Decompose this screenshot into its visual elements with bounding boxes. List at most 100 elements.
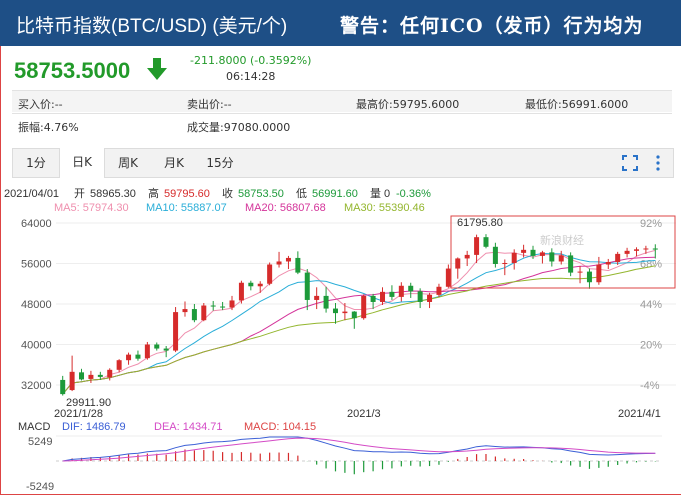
period-tabs: 1分 日K 周K 月K 15分 [12,148,674,178]
candle-body [652,248,658,250]
candle-body [285,257,291,262]
tab-15min[interactable]: 15分 [206,156,234,170]
candle-body [436,286,442,295]
stats-row-2: 振幅:4.76% 成交量:97080.0000 [12,113,672,135]
last-price: 58753.5000 [14,58,131,83]
candle-body [483,237,489,247]
candle-body [474,237,480,255]
info-date: 2021/04/01 [4,188,59,200]
ask-price: 卖出价:-- [187,98,232,111]
frame-left-border [0,0,1,495]
candle-body [79,372,85,380]
candle-body [427,294,433,302]
candle-body [624,250,630,254]
candle-body [417,291,423,302]
candle-body [492,246,498,265]
info-open-label: 开 [74,188,85,200]
x-tick-end: 2021/4/1 [618,408,661,420]
page-title: 比特币指数(BTC/USD) (美元/个) [16,16,288,37]
kline-chart: 2021/04/01 开 58965.30 高 59795.60 收 58753… [4,186,676,493]
ma10-line [62,252,656,395]
candle-body [257,283,263,287]
info-low: 56991.60 [312,188,358,200]
fullscreen-icon[interactable] [621,154,639,172]
candles [60,234,658,396]
bid-price: 买入价:-- [18,98,63,111]
candle-body [530,249,536,256]
candle-body [210,305,216,307]
volume: 成交量:97080.0000 [187,121,291,134]
info-close-label: 收 [222,186,233,200]
candle-body [126,354,132,361]
high-price: 最高价:59795.6000 [356,98,460,111]
candle-body [173,312,179,351]
info-vol: 0 [384,188,390,200]
candle-body [539,252,545,256]
candle-body [69,371,75,391]
candle-body [144,344,150,359]
down-arrow-icon [147,58,167,80]
candle-body [201,305,207,321]
candle-body [314,295,320,300]
candle-body [549,252,555,262]
candle-body [502,262,508,265]
y-tick-label: 48000 [21,299,52,311]
candle-body [107,369,113,378]
candle-body [596,264,602,283]
candle-body [643,248,649,250]
candle-body [521,249,527,253]
candle-body [361,295,367,319]
quote-time: 06:14:28 [226,70,276,83]
dea-legend: DEA: 1434.71 [154,421,223,433]
ma20-line [62,256,656,395]
ma5-legend: MA5: 57974.30 [54,202,129,214]
candle-body [332,308,338,314]
more-vertical-icon[interactable] [649,154,667,172]
candle-body [60,379,66,395]
info-pct: -0.36% [396,188,431,200]
info-high: 59795.60 [164,188,210,200]
max-annotation: 61795.80 [457,217,503,229]
dea-line [62,437,656,462]
pct-axis-ticks: 92%68%44%20%-4% [640,218,662,392]
tab-monthly-k[interactable]: 月K [164,156,184,170]
macd-legend: MACD: 104.15 [244,421,316,433]
candle-body [615,253,621,262]
info-low-label: 低 [296,187,307,200]
candle-body [408,285,414,292]
macd-tick-top: 5249 [28,436,52,448]
min-annotation: 29911.90 [66,397,111,409]
tab-weekly-k[interactable]: 周K [118,156,138,170]
tab-daily-k[interactable]: 日K [59,148,105,178]
info-close: 58753.50 [238,188,284,200]
candle-body [238,282,244,301]
ma10-legend: MA10: 55887.07 [146,202,227,214]
warning-banner: 警告：任何ICO（发币）行为均为 [340,15,644,37]
ma30-legend: MA30: 55390.46 [344,202,425,214]
macd-title: MACD [18,421,50,433]
candle-body [220,306,226,308]
candle-body [398,285,404,297]
macd-histogram [71,449,656,475]
tab-1min[interactable]: 1分 [26,156,46,170]
chart-watermark: 新浪财经 [540,233,584,247]
price-change: -211.8000 (-0.3592%) [190,54,312,67]
x-tick-start: 2021/1/28 [54,408,103,420]
pct-tick-label: -4% [640,380,660,392]
y-tick-label: 56000 [21,259,52,271]
candle-body [605,261,611,265]
info-high-label: 高 [148,186,159,200]
amplitude: 振幅:4.76% [18,121,79,134]
y-axis-ticks: 64000 56000 48000 40000 32000 [21,218,52,392]
candle-body [633,249,639,251]
stats-row-1: 买入价:-- 卖出价:-- 最高价:59795.6000 最低价:56991.6… [12,90,672,112]
candle-body [88,374,94,379]
ma30-line [62,265,656,395]
title-bar: 比特币指数(BTC/USD) (美元/个) 警告：任何ICO（发币）行为均为 [0,0,681,46]
candle-body [276,261,282,265]
info-vol-label: 量 [370,187,381,200]
macd-lines [62,436,656,462]
candle-body [191,309,197,321]
candle-body [445,268,451,287]
y-tick-label: 32000 [21,380,52,392]
